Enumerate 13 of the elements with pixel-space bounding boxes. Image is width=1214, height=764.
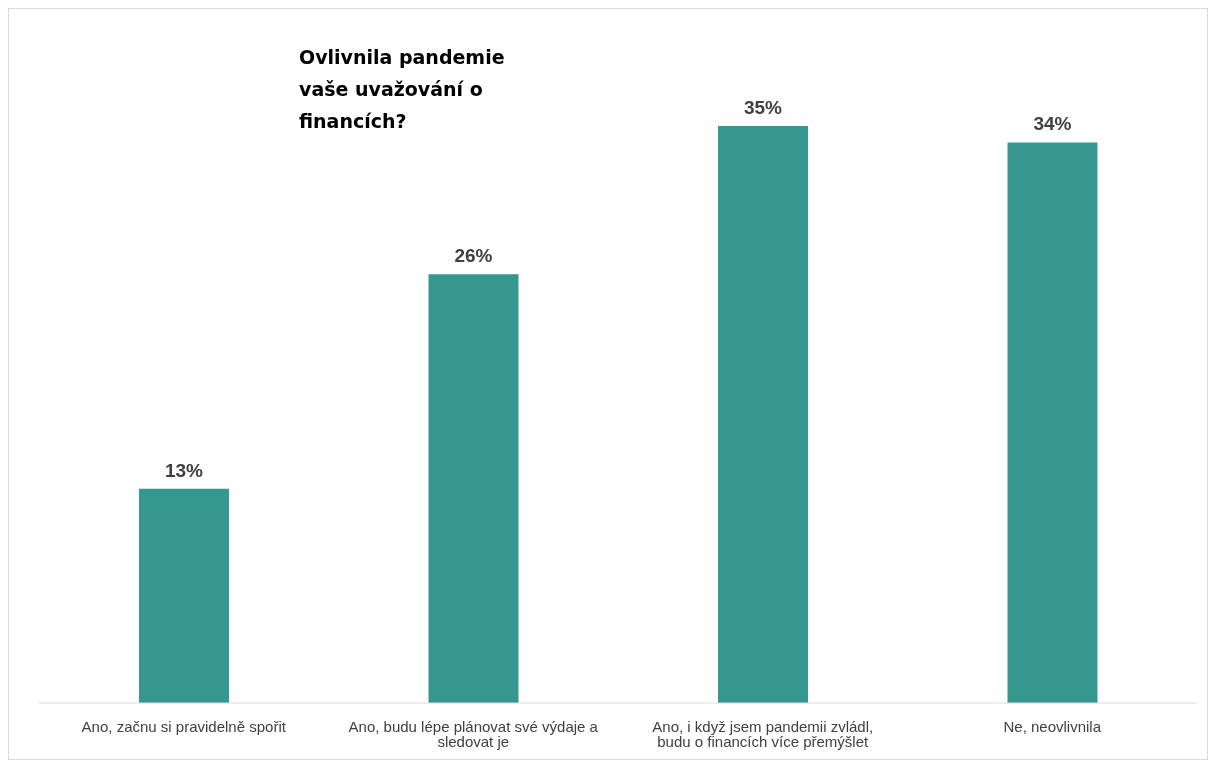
- data-label: 26%: [454, 245, 493, 267]
- bar: [428, 274, 519, 703]
- data-label: 35%: [743, 97, 783, 118]
- x-tick-label: Ne, neovlivnila: [1003, 717, 1102, 735]
- data-label: 34%: [1033, 113, 1072, 135]
- chart-title: Ovlivnila pandemie vaše uvažování o financích?: [299, 45, 506, 134]
- bar: [718, 126, 808, 703]
- x-tick-label: Ano, začnu si pravidelně spořit: [81, 717, 287, 735]
- bar: [1007, 142, 1098, 703]
- x-tick-label: Ano, i když jsem pandemii zvládl, budu o financích více přemýšlet: [652, 717, 874, 750]
- bar: [139, 488, 229, 703]
- x-tick-label: Ano, budu lépe plánovat své výdaje a sledovat je: [348, 717, 599, 750]
- data-label: 13%: [164, 459, 204, 481]
